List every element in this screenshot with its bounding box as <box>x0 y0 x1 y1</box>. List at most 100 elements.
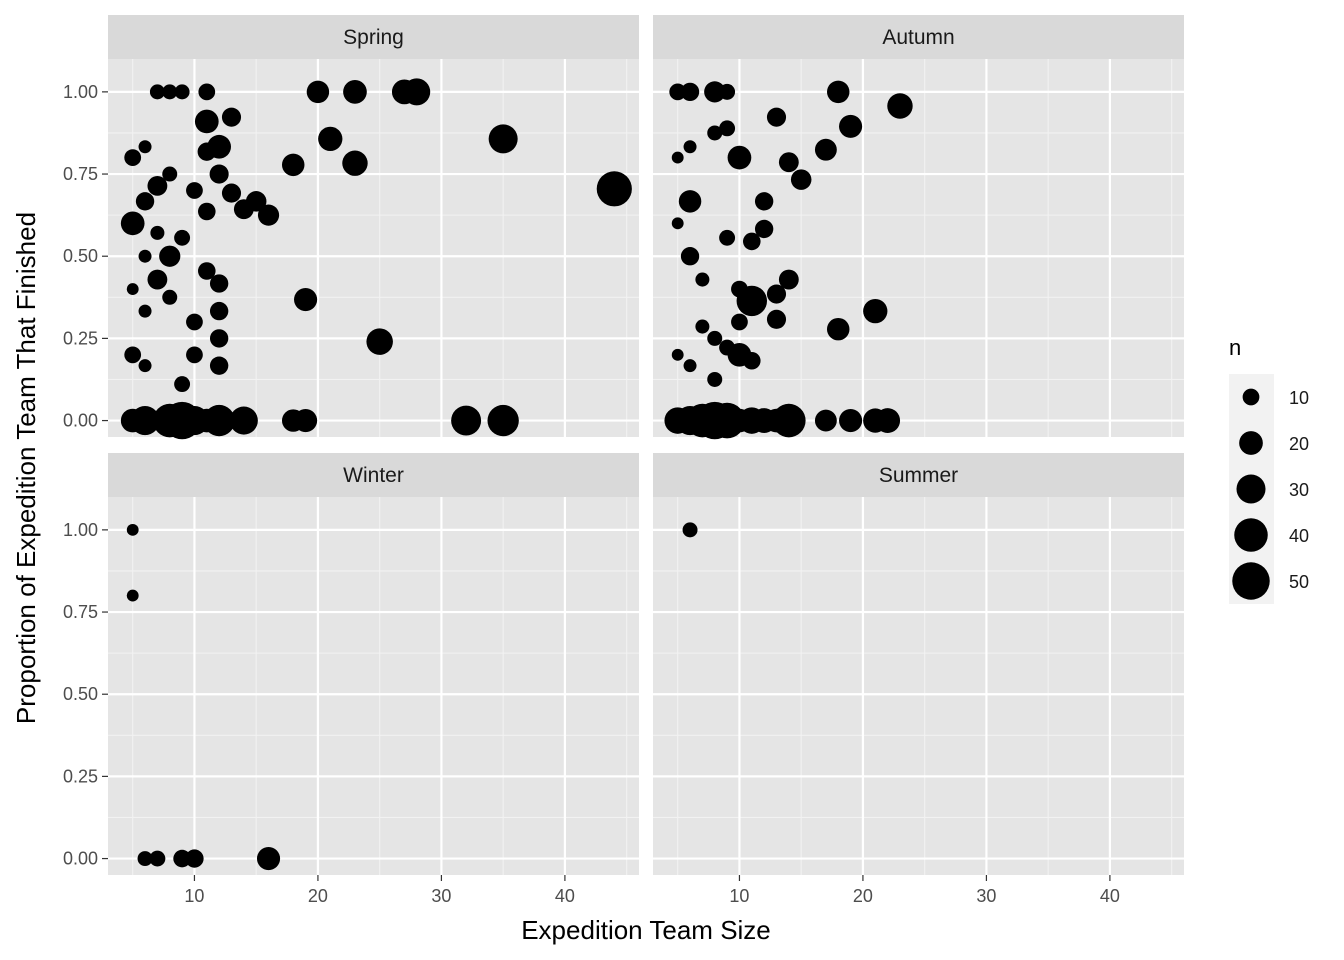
data-point <box>209 301 229 321</box>
data-point <box>126 283 139 296</box>
data-point <box>719 120 736 137</box>
y-tick-label: 0.50 <box>63 684 98 704</box>
data-point <box>147 175 168 196</box>
data-point <box>126 523 139 536</box>
facet-strip <box>653 15 1184 59</box>
data-point <box>727 145 752 170</box>
facet-strip <box>653 453 1184 497</box>
data-point <box>124 149 142 166</box>
legend-key-label: 40 <box>1289 526 1309 546</box>
facet-strip <box>108 15 639 59</box>
data-point <box>130 406 160 436</box>
data-point <box>221 183 242 203</box>
facet-strip-label: Spring <box>343 26 404 49</box>
legend-key-label: 30 <box>1289 480 1309 500</box>
data-point <box>683 140 697 154</box>
data-point <box>488 124 518 154</box>
legend-title: n <box>1229 335 1241 360</box>
data-point <box>257 204 280 226</box>
data-point <box>683 359 697 373</box>
legend-key-circle <box>1242 388 1260 406</box>
data-point <box>233 199 254 220</box>
legend-key-label: 20 <box>1289 434 1309 454</box>
data-point <box>147 269 168 290</box>
y-tick-label: 0.00 <box>63 411 98 431</box>
data-point <box>229 406 258 435</box>
data-point <box>162 166 178 182</box>
data-point <box>680 82 700 102</box>
data-point <box>120 211 145 236</box>
x-tick-label: 10 <box>184 886 204 906</box>
data-point <box>826 317 850 341</box>
y-tick-label: 0.75 <box>63 602 98 622</box>
data-point <box>138 249 152 263</box>
data-point <box>126 589 139 602</box>
data-point <box>682 522 698 538</box>
panel-background <box>108 497 639 875</box>
data-point <box>695 319 710 334</box>
facet-strip-label: Autumn <box>882 26 954 49</box>
x-tick-label: 30 <box>976 886 996 906</box>
x-tick-label: 20 <box>308 886 328 906</box>
data-point <box>887 93 913 119</box>
data-point <box>318 126 343 152</box>
data-point <box>137 851 153 867</box>
x-tick-label: 30 <box>431 886 451 906</box>
data-point <box>207 134 231 159</box>
y-tick-label: 0.50 <box>63 246 98 266</box>
y-axis-title: Proportion of Expedition Team That Finis… <box>11 212 41 724</box>
data-point <box>343 80 367 104</box>
facet-winter: Winter 0.00 0.25 0.50 0.75 1.00 10 20 30 40 <box>63 453 639 906</box>
data-point <box>766 309 787 329</box>
data-point <box>124 346 142 364</box>
data-point <box>671 348 684 361</box>
data-point <box>174 376 191 393</box>
data-point <box>198 202 216 221</box>
data-point <box>209 274 229 293</box>
data-point <box>707 371 723 387</box>
data-point <box>863 298 888 324</box>
data-point <box>209 356 229 375</box>
x-tick-label: 40 <box>555 886 575 906</box>
data-point <box>162 84 178 100</box>
x-tick-label: 40 <box>1100 886 1120 906</box>
data-point <box>185 849 204 868</box>
x-tick-label: 20 <box>853 886 873 906</box>
y-tick-label: 1.00 <box>63 82 98 102</box>
legend-key-label: 10 <box>1289 388 1309 408</box>
data-point <box>814 409 837 432</box>
facet-panels: Spring 0.00 0.25 0.50 0.75 1.00 Autumn Winter 0.… <box>63 15 1184 906</box>
data-point <box>778 152 799 173</box>
y-tick-label: 0.25 <box>63 766 98 786</box>
y-tick-label: 0.00 <box>63 849 98 869</box>
facet-strip-label: Winter <box>343 464 404 487</box>
data-point <box>281 153 305 177</box>
data-point <box>194 109 219 134</box>
data-point <box>875 408 901 433</box>
facet-summer: Summer 10 20 30 40 <box>653 453 1184 906</box>
data-point <box>366 328 393 355</box>
legend-key-circle <box>1234 518 1268 552</box>
data-point <box>149 84 165 100</box>
data-point <box>451 405 482 436</box>
data-point <box>778 269 799 290</box>
data-point <box>209 329 229 348</box>
data-point <box>138 140 152 154</box>
data-point <box>198 262 216 280</box>
data-point <box>743 232 761 251</box>
data-point <box>203 404 235 437</box>
data-point <box>680 247 700 266</box>
data-point <box>403 78 431 106</box>
legend-key-circle <box>1232 562 1270 600</box>
data-point <box>138 304 152 318</box>
data-point <box>209 164 229 184</box>
data-point <box>766 107 787 127</box>
x-tick-label: 10 <box>729 886 749 906</box>
data-point <box>174 84 190 100</box>
data-point <box>150 225 165 240</box>
data-point <box>159 245 181 267</box>
legend-key-circle <box>1239 431 1263 455</box>
data-point <box>707 330 723 346</box>
data-point <box>704 81 726 103</box>
